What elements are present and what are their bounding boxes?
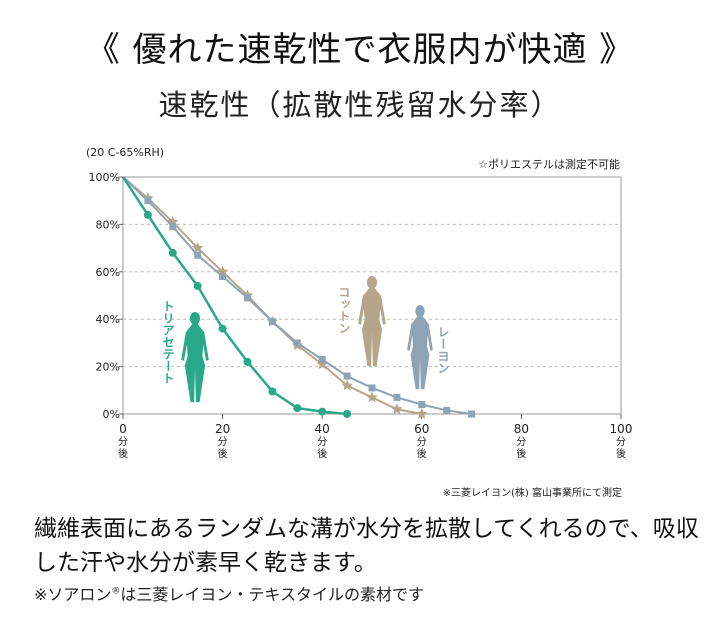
data-point (193, 282, 202, 291)
y-tick-label: 60% (96, 266, 120, 279)
data-point (219, 273, 227, 281)
y-tick-label: 20% (96, 361, 120, 374)
data-point (391, 403, 403, 415)
figure-arm (181, 332, 188, 361)
data-point (318, 407, 327, 416)
label-rayon: レーヨン (436, 326, 450, 374)
figure-body (410, 316, 430, 390)
measurement-source: ※三菱レイヨン(株) 富山事業所にて測定 (442, 488, 622, 499)
data-point (416, 408, 428, 419)
y-tick-label: 40% (96, 313, 120, 326)
x-tick-label: 60 (414, 422, 429, 436)
y-tick-label: 0% (103, 408, 120, 421)
x-tick-label: 80 (514, 422, 529, 436)
figure-arm (407, 323, 414, 351)
data-point (468, 410, 476, 418)
data-point (368, 384, 376, 392)
data-point (143, 210, 152, 219)
figure-body (184, 323, 206, 403)
cotton-figure (358, 276, 386, 367)
x-tick-label: 100 (610, 422, 633, 436)
data-point (316, 358, 328, 370)
figure-head (415, 305, 425, 318)
footnote-suffix: は三菱レイヨン・テキスタイルの素材です (120, 585, 424, 604)
x-tick-unit: 後 (516, 447, 526, 460)
figure-arm (426, 323, 433, 351)
rayon-figure (407, 305, 433, 390)
figure-head (366, 276, 378, 289)
x-tick-unit: 分 (118, 436, 128, 448)
data-point (268, 318, 276, 326)
x-tick-unit: 後 (616, 447, 626, 460)
figure-arm (379, 296, 386, 325)
data-point (293, 339, 301, 347)
x-tick-label: 40 (315, 422, 330, 436)
data-point (192, 242, 204, 253)
y-tick-label: 80% (96, 218, 120, 231)
data-point (393, 393, 401, 401)
headline: 《 優れた速乾性で衣服内が快適 》 (85, 30, 635, 70)
chart-subtitle: 速乾性（拡散性残留水分率） (158, 88, 562, 122)
label-triacetate: トリアセテート (161, 300, 175, 384)
data-point (194, 251, 202, 259)
data-point (268, 387, 277, 396)
x-tick-unit: 分 (616, 436, 626, 448)
registered-mark: ® (111, 586, 121, 597)
data-point (318, 355, 326, 363)
x-tick-unit: 分 (218, 436, 228, 448)
x-tick-unit: 分 (417, 436, 427, 448)
material-footnote: ※ソアロン®は三菱レイヨン・テキスタイルの素材です (34, 581, 424, 605)
x-tick-unit: 後 (317, 447, 327, 460)
data-point (144, 197, 152, 205)
data-point (169, 223, 177, 231)
footnote-prefix: ※ソアロン (34, 585, 112, 604)
x-tick-unit: 後 (218, 447, 228, 460)
triacetate-figure (181, 312, 209, 403)
series-line (121, 176, 348, 416)
data-point (418, 401, 426, 409)
x-tick-unit: 後 (417, 447, 427, 460)
figure-arm (202, 332, 209, 361)
x-tick-unit: 分 (516, 436, 526, 448)
data-point (443, 406, 451, 414)
data-point (218, 324, 227, 333)
polyester-note: ☆ポリエステルは測定不可能 (478, 158, 620, 171)
data-point (244, 294, 251, 302)
figure-head (189, 312, 201, 325)
test-condition: (20 C-65%RH) (86, 146, 165, 159)
data-point (343, 410, 352, 418)
data-point (243, 357, 252, 366)
x-tick-label: 20 (215, 422, 230, 436)
data-point (168, 248, 177, 257)
description-text: 繊維表面にあるランダムな溝が水分を拡散してくれるので、吸収した汗や水分が素早く乾… (34, 516, 699, 576)
data-point (366, 391, 378, 403)
data-point (343, 372, 351, 380)
figure-arm (358, 296, 365, 325)
x-tick-unit: 後 (118, 447, 128, 460)
data-point (341, 379, 353, 391)
data-point (293, 404, 302, 413)
x-tick-unit: 分 (317, 436, 327, 448)
x-tick-label: 0 (119, 422, 127, 436)
figure-body (361, 287, 383, 367)
label-cotton: コットン (337, 286, 351, 334)
y-tick-label: 100% (89, 171, 120, 184)
